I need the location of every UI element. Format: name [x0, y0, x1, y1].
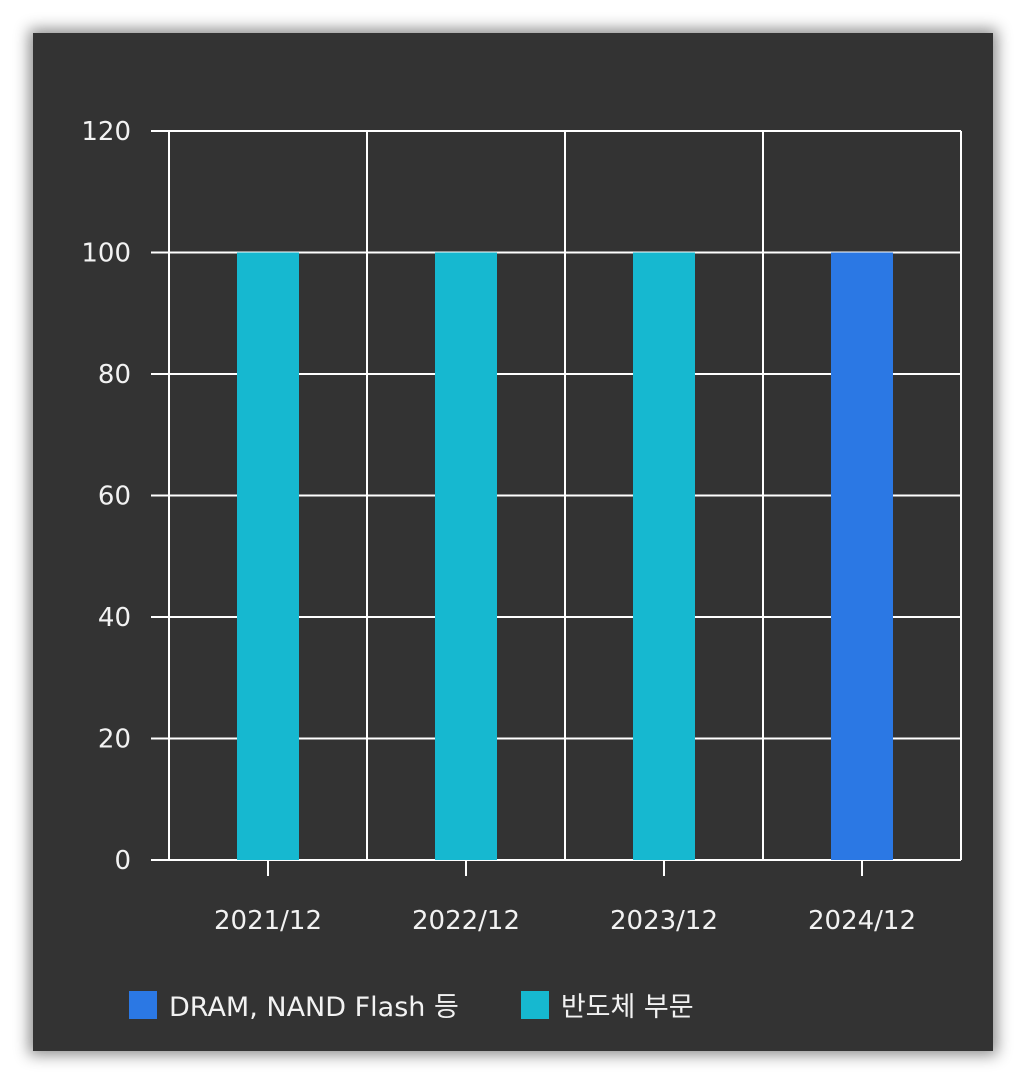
- legend-swatch-dram: [129, 990, 157, 1019]
- bar-chart: 0 20 40 60 80 100 120 2021/12 2022/12 2023/12 2024…: [81, 117, 962, 936]
- x-tick-label: 2021/12: [214, 906, 322, 936]
- x-tick-label: 2022/12: [412, 906, 520, 936]
- y-tick-label: 0: [114, 846, 131, 876]
- legend-label-dram: DRAM, NAND Flash 등: [169, 992, 459, 1023]
- y-tick-label: 20: [98, 725, 131, 755]
- y-tick-label: 60: [98, 482, 131, 512]
- x-tick-label: 2024/12: [808, 906, 916, 936]
- legend-item-semiconductor[interactable]: 반도체 부문: [520, 985, 694, 1024]
- bar: [633, 252, 695, 860]
- bar: [435, 252, 497, 860]
- y-tick-label: 80: [98, 360, 131, 390]
- legend-item-dram[interactable]: DRAM, NAND Flash 등: [129, 985, 459, 1024]
- bar: [237, 252, 299, 860]
- legend-label-semiconductor: 반도체 부문: [560, 992, 694, 1023]
- legend-swatch-semiconductor: [520, 990, 549, 1019]
- y-tick-label: 40: [98, 603, 131, 633]
- legend: DRAM, NAND Flash 등 반도체 부문: [129, 985, 694, 1024]
- x-tick-label: 2023/12: [610, 906, 718, 936]
- bar: [831, 252, 893, 860]
- y-tick-label: 120: [81, 117, 131, 147]
- chart-card: 0 20 40 60 80 100 120 2021/12 2022/12 2023/12 2024…: [33, 33, 993, 1051]
- y-tick-label: 100: [81, 239, 131, 269]
